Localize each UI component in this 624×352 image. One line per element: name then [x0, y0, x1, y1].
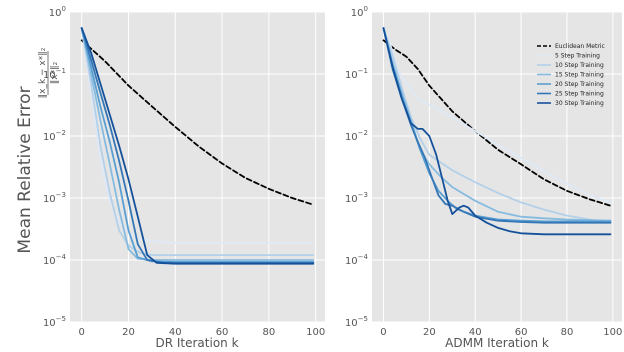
x-tick-label: 0: [79, 327, 85, 338]
x-tick-label: 0: [380, 327, 386, 338]
legend-label: 30 Step Training: [555, 100, 604, 107]
legend: Euclidean Metric 5 Step Training 10 Step T…: [537, 43, 605, 107]
series-line-10-step-training: [382, 27, 612, 224]
y-tick-label: 100: [49, 5, 66, 19]
panel-dr-ticks: 0 20 40 60 80 100 10−5 10−4 10−3 10−2 10−1 100: [43, 5, 325, 338]
panel-dr-grid: [70, 11, 325, 323]
y-axis-fraction-denominator: ‖x*‖₂: [50, 61, 60, 84]
x-tick-label: 100: [603, 327, 622, 338]
legend-label: 20 Step Training: [555, 81, 604, 88]
y-tick-label: 10−3: [43, 191, 66, 205]
series-line-30-step-training: [80, 27, 315, 265]
panel-admm-xlabel: ADMM Iteration k: [445, 336, 549, 350]
panel-admm-ticks: 0 20 40 60 80 100 10−5 10−4 10−3 10−2 10−1 100: [345, 5, 622, 338]
x-tick-label: 100: [306, 327, 325, 338]
y-tick-label: 10−3: [345, 191, 368, 205]
panel-dr: 0 20 40 60 80 100 10−5 10−4 10−3 10−2 10−1 100 DR I…: [43, 5, 325, 350]
series-line-15-step-training: [80, 27, 315, 261]
panel-dr-background: [70, 12, 325, 322]
y-tick-label: 10−1: [43, 67, 66, 81]
series-line-euclidean-metric: [80, 39, 315, 206]
y-tick-label: 10−4: [43, 253, 67, 267]
x-tick-label: 20: [122, 327, 135, 338]
panel-admm-lines: [382, 27, 612, 236]
panel-admm: 0 20 40 60 80 100 10−5 10−4 10−3 10−2 10−1 100 ADMM…: [345, 5, 622, 350]
legend-label: 15 Step Training: [555, 72, 604, 79]
panel-dr-lines: [80, 27, 315, 265]
y-tick-label: 10−4: [345, 253, 369, 267]
y-tick-label: 10−5: [43, 315, 66, 329]
x-tick-label: 60: [515, 327, 528, 338]
panel-admm-grid: [372, 11, 622, 323]
panel-admm-background: [372, 12, 622, 322]
y-tick-label: 100: [351, 5, 368, 19]
legend-label: Euclidean Metric: [555, 43, 605, 50]
x-tick-label: 40: [469, 327, 482, 338]
legend-label: 5 Step Training: [555, 53, 600, 60]
series-line-5-step-training: [80, 27, 315, 244]
legend-label: 25 Step Training: [555, 91, 604, 98]
series-line-25-step-training: [80, 27, 315, 264]
y-tick-label: 10−5: [345, 315, 368, 329]
x-tick-label: 80: [262, 327, 275, 338]
legend-label: 10 Step Training: [555, 62, 604, 69]
panel-dr-xlabel: DR Iteration k: [155, 336, 238, 350]
y-axis-fraction: ‖x_k − x*‖₂ ‖x*‖₂: [38, 47, 60, 98]
series-line-15-step-training: [382, 27, 612, 222]
x-tick-label: 40: [169, 327, 182, 338]
x-tick-label: 20: [423, 327, 436, 338]
y-tick-label: 10−1: [345, 67, 368, 81]
y-axis-fraction-numerator: ‖x_k − x*‖₂: [38, 47, 48, 98]
series-line-5-step-training: [382, 27, 612, 204]
x-tick-label: 60: [216, 327, 229, 338]
series-line-30-step-training: [382, 27, 612, 236]
y-tick-label: 10−2: [43, 129, 66, 143]
y-tick-label: 10−2: [345, 129, 368, 143]
y-axis-label: Mean Relative Error: [15, 86, 35, 253]
x-tick-label: 80: [561, 327, 574, 338]
